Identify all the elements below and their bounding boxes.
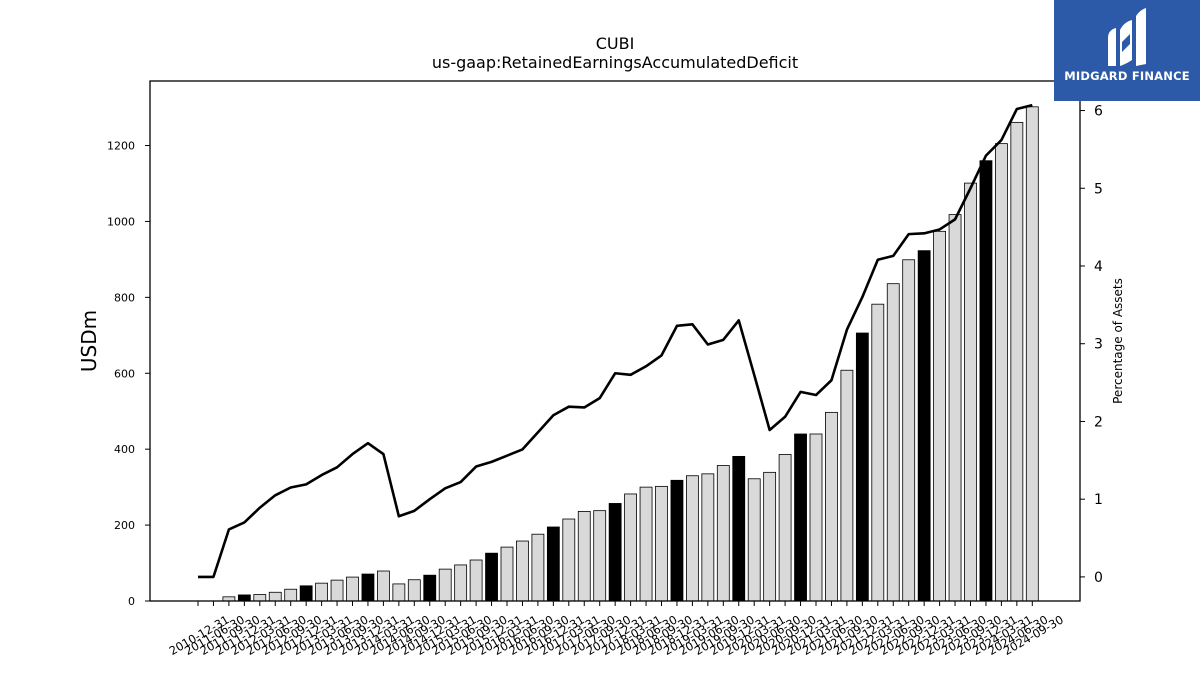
bar	[284, 588, 298, 602]
bar	[423, 574, 437, 602]
bar	[917, 250, 931, 602]
logo-text: MIDGARD FINANCE	[1064, 69, 1190, 83]
y-tick-label: 400	[114, 443, 135, 456]
bar	[747, 478, 761, 602]
bar	[871, 303, 885, 602]
bar	[655, 485, 668, 602]
y-axis-label: USDm	[77, 310, 101, 372]
bar	[361, 573, 375, 602]
line-layer	[198, 103, 1033, 579]
bar	[825, 411, 838, 602]
bar	[330, 579, 344, 602]
percentage-line	[198, 103, 1033, 579]
bar	[639, 486, 653, 602]
y2-tick-label: 4	[1094, 259, 1103, 275]
bar	[593, 510, 607, 602]
bar	[500, 546, 514, 602]
y-tick-label: 1200	[107, 140, 135, 153]
bar	[407, 579, 421, 602]
bar	[855, 332, 869, 602]
bar	[469, 559, 483, 602]
bar	[346, 576, 359, 602]
bar	[763, 471, 777, 602]
bar	[454, 564, 468, 602]
bar	[268, 591, 282, 602]
bar	[964, 182, 977, 602]
bar	[253, 594, 267, 602]
bar	[902, 259, 916, 602]
bar	[716, 465, 730, 602]
bar	[732, 455, 746, 602]
bar	[608, 503, 622, 602]
bar	[516, 540, 529, 602]
bar	[686, 475, 699, 602]
bar	[886, 283, 900, 602]
bar	[562, 518, 576, 602]
y2-tick-label: 0	[1094, 570, 1103, 586]
bar	[933, 230, 946, 602]
bar	[948, 214, 962, 602]
bar	[237, 594, 251, 602]
bar	[995, 143, 1008, 602]
y2-tick-label: 2	[1094, 414, 1103, 430]
bar	[809, 433, 823, 602]
bar	[485, 552, 498, 602]
chart-title: CUBI	[596, 34, 635, 53]
bar	[840, 369, 854, 602]
chart-subtitle: us-gaap:RetainedEarningsAccumulatedDefic…	[432, 53, 798, 72]
logo-mark-icon	[1108, 8, 1146, 66]
axes-layer: 02004006008001000120001234562010-12-3120…	[107, 80, 1103, 658]
bar	[979, 160, 993, 602]
y-tick-label: 600	[114, 367, 135, 380]
bar	[376, 570, 390, 602]
midgard-finance-logo: MIDGARD FINANCE	[1054, 0, 1200, 101]
bar	[299, 585, 313, 602]
y2-tick-label: 6	[1094, 104, 1103, 120]
bar	[1025, 106, 1039, 602]
y2-axis-label: Percentage of Assets	[1111, 278, 1125, 404]
bar	[577, 511, 591, 602]
bar	[438, 568, 452, 602]
bar	[701, 473, 715, 602]
y2-tick-label: 5	[1094, 181, 1103, 197]
y2-tick-label: 3	[1094, 337, 1103, 353]
bar	[392, 583, 406, 602]
bar	[778, 454, 792, 602]
y-tick-label: 1000	[107, 215, 135, 228]
bar	[624, 493, 637, 602]
y2-tick-label: 1	[1094, 492, 1103, 508]
bar	[531, 533, 545, 602]
bar	[546, 526, 560, 602]
bar	[1010, 121, 1024, 602]
bar	[315, 582, 329, 602]
bar	[794, 433, 807, 602]
bars-layer	[222, 106, 1039, 602]
y-tick-label: 800	[114, 291, 135, 304]
y-tick-label: 200	[114, 519, 135, 532]
y-tick-label: 0	[128, 595, 135, 608]
bar	[670, 479, 684, 602]
